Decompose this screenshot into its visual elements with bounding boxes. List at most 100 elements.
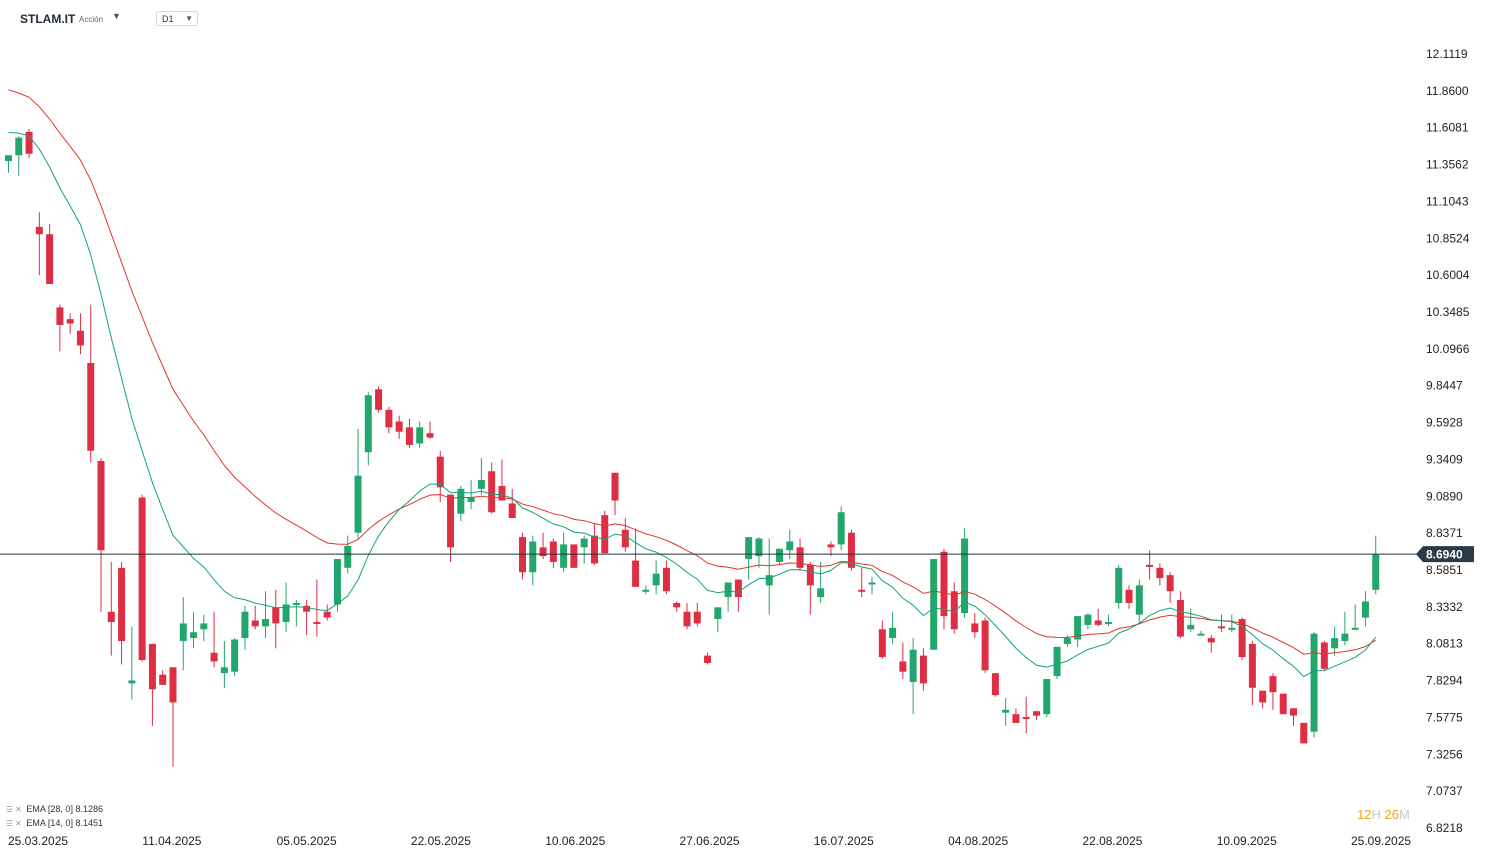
symbol-name[interactable]: STLAM.IT xyxy=(20,12,76,26)
candle-body xyxy=(251,620,259,627)
candle-body xyxy=(693,611,701,624)
candle xyxy=(87,304,95,463)
candle-body xyxy=(169,667,177,703)
legend-name: EMA xyxy=(26,804,46,814)
y-tick-label: 7.5775 xyxy=(1426,710,1463,724)
y-tick-label: 12.1119 xyxy=(1426,47,1468,61)
candle-body xyxy=(1053,646,1061,677)
candle-body xyxy=(1084,614,1092,625)
candle-body xyxy=(847,532,855,568)
candle xyxy=(878,620,886,659)
chevron-down-icon[interactable]: ▼ xyxy=(112,11,121,21)
candle-body xyxy=(868,582,876,585)
candle-body xyxy=(1259,690,1267,703)
candle xyxy=(858,567,866,598)
candle-body xyxy=(1002,709,1010,713)
candle-body xyxy=(426,433,434,438)
candle xyxy=(662,560,670,595)
close-icon[interactable]: ✕ xyxy=(15,819,22,828)
candle-body xyxy=(313,621,321,624)
candle xyxy=(508,488,516,519)
candle-body xyxy=(457,488,465,514)
candle xyxy=(97,458,105,612)
y-tick-label: 11.8600 xyxy=(1426,84,1469,98)
candle xyxy=(868,576,876,595)
candle-body xyxy=(1197,633,1205,636)
chart-toolbar: STLAM.IT Acción ▼ D1 ▼ xyxy=(0,0,1485,36)
candle-body xyxy=(354,475,362,533)
candle xyxy=(1022,696,1030,734)
candle xyxy=(251,605,259,630)
candle-body xyxy=(981,620,989,671)
candle xyxy=(734,579,742,612)
candle xyxy=(1187,608,1195,633)
candle-body xyxy=(488,471,496,513)
legend-ema-28[interactable]: ☰ ✕ EMA [28, 0] 8.1286 xyxy=(6,804,103,814)
candle-body xyxy=(262,619,269,627)
x-tick-label: 11.04.2025 xyxy=(142,834,201,848)
legend-ema-14[interactable]: ☰ ✕ EMA [14, 0] 8.1451 xyxy=(6,818,103,828)
candle xyxy=(1331,626,1339,656)
settings-icon[interactable]: ☰ xyxy=(6,805,14,814)
x-tick-label: 27.06.2025 xyxy=(680,834,740,848)
candle-body xyxy=(138,497,146,661)
candle-body xyxy=(930,559,938,650)
candle-body xyxy=(1022,717,1030,720)
candle-body xyxy=(66,319,74,324)
candle-body xyxy=(5,155,12,162)
candle xyxy=(76,313,84,355)
candle-body xyxy=(570,544,578,568)
candle-body xyxy=(580,538,588,548)
candle-body xyxy=(1290,708,1297,716)
candle xyxy=(1259,690,1267,709)
candle xyxy=(416,421,424,448)
candle-body xyxy=(786,541,794,551)
candle xyxy=(1074,616,1082,647)
candle-body xyxy=(1115,567,1123,603)
candle xyxy=(1361,591,1369,627)
y-tick-label: 8.8371 xyxy=(1426,526,1463,540)
candle-body xyxy=(1279,693,1287,715)
candle xyxy=(292,600,300,627)
candle-body xyxy=(375,389,383,410)
legend-name: EMA xyxy=(26,818,46,828)
candle-body xyxy=(673,602,681,608)
candle-body xyxy=(1135,585,1143,615)
candle xyxy=(477,458,485,495)
candle-body xyxy=(395,421,403,432)
candle-body xyxy=(447,494,455,548)
y-tick-label: 9.3409 xyxy=(1426,452,1463,466)
candle xyxy=(375,386,383,413)
candle xyxy=(231,638,239,677)
legend-params: [28, 0] xyxy=(47,804,73,814)
candle xyxy=(1146,550,1154,580)
candle xyxy=(15,136,23,176)
candle-body xyxy=(704,655,712,663)
settings-icon[interactable]: ☰ xyxy=(6,819,14,828)
candle xyxy=(755,537,763,568)
y-tick-label: 9.8447 xyxy=(1426,379,1463,393)
candle xyxy=(1104,614,1112,627)
candle xyxy=(323,604,331,621)
y-tick-label: 9.5928 xyxy=(1426,416,1463,430)
candle xyxy=(46,223,54,284)
candle-body xyxy=(405,427,413,445)
candle xyxy=(138,494,146,662)
candle-body xyxy=(961,538,969,614)
candle xyxy=(642,585,650,595)
candle xyxy=(241,605,249,650)
candle xyxy=(200,614,208,641)
candle xyxy=(611,472,619,516)
candle xyxy=(457,485,465,522)
current-price-value: 8.6940 xyxy=(1426,548,1463,562)
candle xyxy=(1094,608,1102,627)
candle-body xyxy=(642,589,650,592)
close-icon[interactable]: ✕ xyxy=(15,805,22,814)
candle-body xyxy=(1300,722,1308,744)
timeframe-select[interactable]: D1 ▼ xyxy=(156,11,198,26)
candle xyxy=(919,648,927,691)
candle xyxy=(991,673,999,697)
candle xyxy=(66,313,74,334)
candle-body xyxy=(1094,620,1102,625)
